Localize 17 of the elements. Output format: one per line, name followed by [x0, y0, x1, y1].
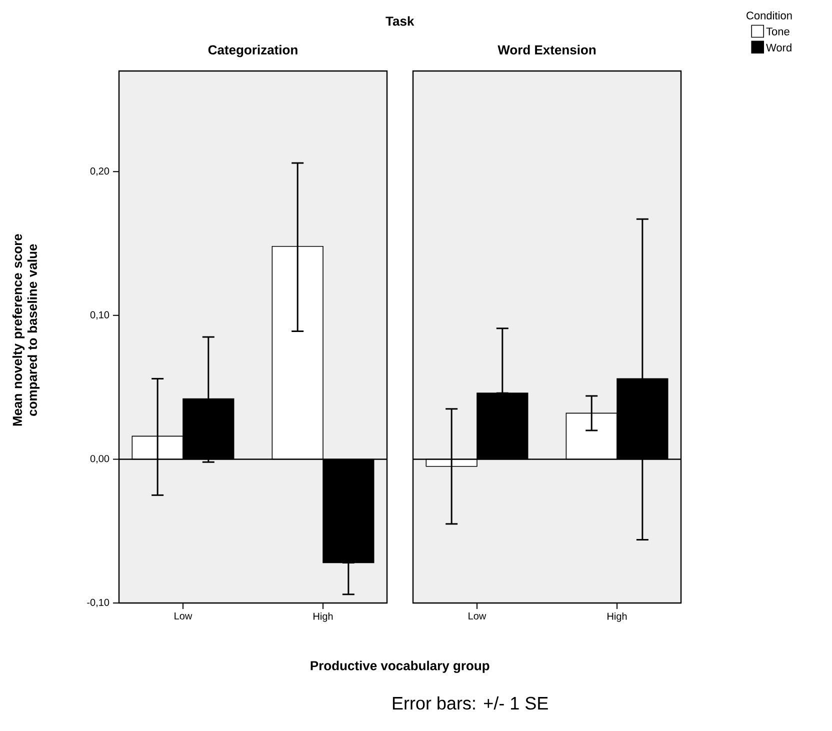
- chart-title: Word Extension: [498, 44, 596, 54]
- y-axis-title: Mean novelty preference score compared to baseline value: [12, 234, 40, 426]
- chart-title: Categorization: [208, 44, 298, 58]
- x-tick-label: High: [314, 612, 333, 622]
- x-tick-label: Low: [174, 612, 192, 620]
- y-tick-label: 0,00: [90, 455, 110, 464]
- x-axis-title: Productive vocabulary group: [310, 660, 490, 673]
- legend-label: Tone: [766, 28, 790, 36]
- legend-title: Condition: [746, 11, 792, 20]
- y-tick-label: 0,10: [90, 311, 110, 320]
- y-tick-label: 0,20: [90, 168, 110, 176]
- y-tick-label: -0,10: [87, 598, 110, 608]
- text: Task: [386, 16, 414, 26]
- x-tick-label: Low: [468, 612, 486, 620]
- legend-label: Word: [766, 43, 792, 52]
- x-tick-label: High: [608, 612, 627, 622]
- text: Error bars: +/- 1 SE: [392, 696, 548, 710]
